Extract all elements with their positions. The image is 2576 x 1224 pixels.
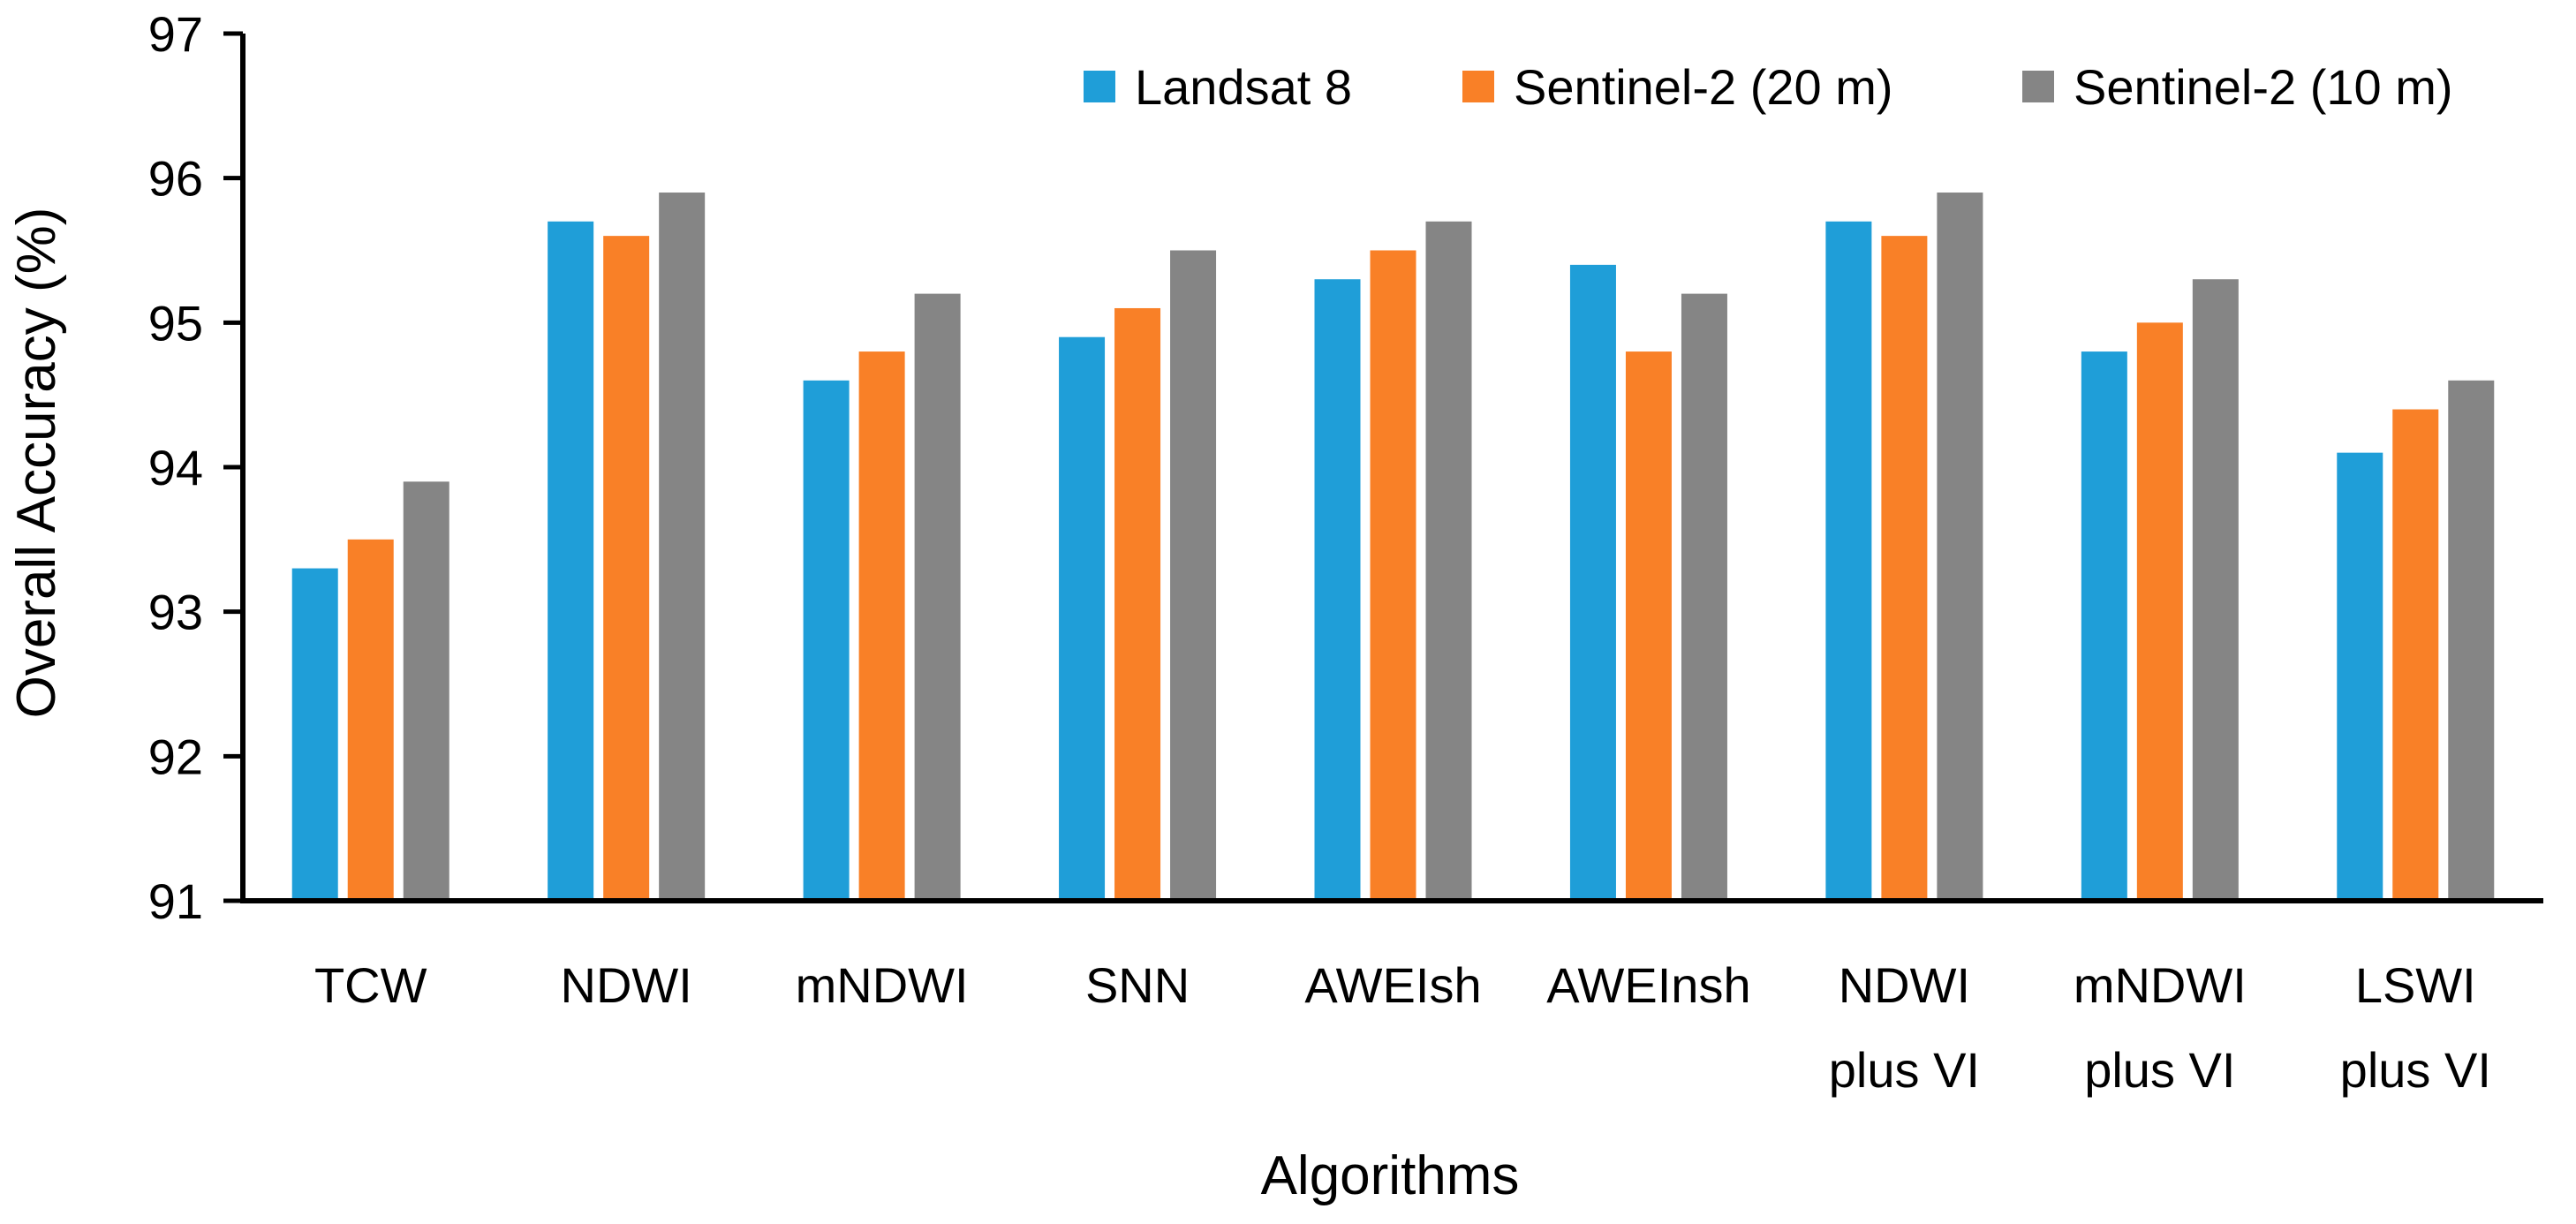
legend-swatch [1084,71,1115,102]
y-tick-label: 97 [148,6,203,62]
bar-landsat-8-1 [548,221,594,901]
x-category-label: mNDWI [2074,957,2247,1013]
bar-sentinel-2-20-m-3 [1114,307,1161,901]
bar-landsat-8-0 [291,568,338,901]
x-category-label: LSWI [2355,957,2476,1013]
bar-sentinel-2-20-m-1 [603,236,650,902]
bar-landsat-8-4 [1314,279,1361,901]
y-axis-title: Overall Accuracy (%) [6,208,67,719]
bar-sentinel-2-10-m-1 [659,193,706,902]
bar-sentinel-2-10-m-3 [1170,250,1217,901]
legend-swatch [1462,71,1494,102]
y-tick-label: 95 [148,295,203,351]
legend-label: Sentinel-2 (10 m) [2074,59,2453,115]
legend-label: Landsat 8 [1135,59,1352,115]
bar-landsat-8-3 [1059,336,1106,901]
x-category-label: AWEIsh [1304,957,1481,1013]
bar-sentinel-2-10-m-2 [914,293,961,902]
x-category-label: NDWI [561,957,692,1013]
bar-landsat-8-6 [1825,221,1872,901]
bar-sentinel-2-20-m-7 [2136,322,2183,901]
bar-sentinel-2-20-m-5 [1625,351,1672,902]
bar-sentinel-2-20-m-6 [1881,236,1928,902]
legend-swatch [2022,71,2054,102]
x-category-label: AWEInsh [1546,957,1750,1013]
x-category-label: NDWI [1839,957,1970,1013]
x-axis-categories: TCW NDWI mNDWI SNN AWEIsh AWEInsh NDWI plus VI m… [314,957,2491,1098]
bar-landsat-8-7 [2081,351,2127,902]
bar-landsat-8-5 [1569,264,1616,901]
bar-sentinel-2-10-m-7 [2192,279,2239,901]
bar-sentinel-2-20-m-4 [1370,250,1416,901]
legend-label: Sentinel-2 (20 m) [1514,59,1893,115]
bar-group [291,193,2495,902]
x-category-label: plus VI [2084,1042,2235,1098]
bar-sentinel-2-10-m-5 [1681,293,1727,902]
bar-sentinel-2-10-m-4 [1425,221,1472,901]
x-category-label: plus VI [2340,1042,2491,1098]
y-tick-label: 96 [148,151,203,207]
y-tick-label: 91 [148,873,203,929]
bar-sentinel-2-10-m-6 [1937,193,1983,902]
x-category-label: mNDWI [796,957,969,1013]
y-tick-label: 92 [148,729,203,784]
bar-landsat-8-8 [2337,452,2383,901]
bar-sentinel-2-20-m-8 [2392,409,2439,901]
x-category-label: SNN [1085,957,1190,1013]
x-category-label: TCW [314,957,427,1013]
y-tick-label: 93 [148,585,203,640]
y-tick-label: 94 [148,440,203,495]
bar-sentinel-2-10-m-8 [2448,380,2495,901]
y-axis-ticks: 91 92 93 94 95 96 97 [148,6,243,929]
legend: Landsat 8 Sentinel-2 (20 m) Sentinel-2 (10… [1084,59,2453,115]
bar-sentinel-2-20-m-0 [347,539,394,901]
bar-landsat-8-2 [803,380,850,901]
bar-sentinel-2-10-m-0 [403,481,449,901]
x-axis-title: Algorithms [1261,1145,1520,1206]
bar-sentinel-2-20-m-2 [858,351,905,902]
x-category-label: plus VI [1829,1042,1980,1098]
